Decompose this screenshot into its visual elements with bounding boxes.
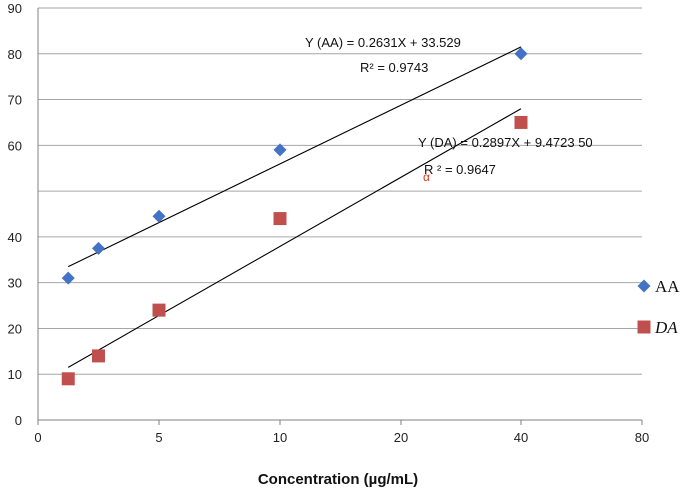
da-equation-label: Y (DA) = 0.2897X + 9.4723 50 (418, 135, 593, 150)
aa-data-point (92, 241, 105, 255)
legend-label-da: DA (654, 318, 678, 337)
y-tick-label: 90 (8, 1, 22, 16)
da-trendline (67, 108, 522, 368)
da-r-squared-mark: α (423, 170, 430, 184)
legend-marker-da (637, 320, 651, 334)
x-tick-label: 80 (635, 430, 649, 445)
y-tick-label: 20 (8, 321, 22, 336)
da-data-point (514, 115, 528, 129)
aa-data-point (273, 143, 287, 157)
aa-data-point (61, 271, 75, 285)
x-tick-label: 10 (273, 430, 287, 445)
x-tick-label: 40 (514, 430, 528, 445)
da-data-point (61, 372, 75, 386)
x-axis-title: Concentration (µg/mL) (258, 471, 418, 488)
y-tick-label: 0 (15, 413, 22, 428)
da-r-squared-label: R ² = 0.9647 (424, 162, 496, 177)
da-data-point (92, 349, 105, 363)
gridlines (38, 7, 642, 375)
y-tick-label: 60 (8, 138, 22, 153)
y-tick-labels: 0 10 20 30 40 60 70 80 90 (8, 1, 22, 428)
trendlines (67, 46, 522, 368)
y-tick-label: 40 (8, 230, 22, 245)
y-tick-label: 10 (8, 367, 22, 382)
aa-data-point (514, 47, 528, 61)
x-tick-label: 0 (34, 430, 41, 445)
x-tick-label: 20 (394, 430, 408, 445)
legend: AA DA (637, 277, 680, 337)
y-tick-label: 30 (8, 276, 22, 291)
x-tick-labels: 0 5 10 20 40 80 (34, 430, 649, 445)
data-points (61, 47, 528, 386)
x-tick-label: 5 (155, 430, 162, 445)
y-tick-label: 70 (8, 93, 22, 108)
legend-marker-aa (637, 279, 651, 293)
aa-trendline (68, 46, 522, 268)
legend-label-aa: AA (655, 277, 680, 296)
aa-r-squared-label: R² = 0.9743 (360, 60, 428, 75)
da-data-point (152, 303, 166, 317)
da-data-point (273, 212, 287, 226)
aa-equation-label: Y (AA) = 0.2631X + 33.529 (305, 35, 461, 50)
aa-data-point (152, 209, 166, 223)
axes (37, 8, 643, 425)
y-tick-label: 80 (8, 47, 22, 62)
